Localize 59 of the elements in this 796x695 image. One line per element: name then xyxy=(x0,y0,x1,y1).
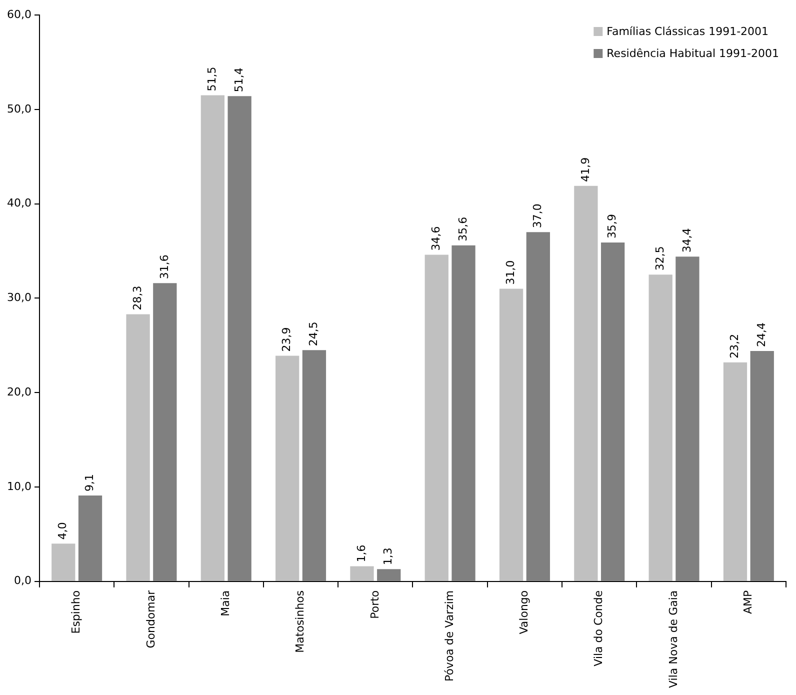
x-tick-label: Valongo xyxy=(518,590,531,634)
data-label: 34,4 xyxy=(680,228,694,253)
x-tick-label: Maia xyxy=(218,590,232,616)
bar xyxy=(126,314,150,581)
bar xyxy=(676,256,700,581)
legend-label: Famílias Clássicas 1991-2001 xyxy=(606,24,769,38)
y-tick-label: 40,0 xyxy=(6,196,32,210)
legend-label: Residência Habitual 1991-2001 xyxy=(606,46,780,60)
y-tick-label: 50,0 xyxy=(6,102,32,116)
data-label: 23,2 xyxy=(728,334,742,358)
data-label: 41,9 xyxy=(578,157,592,182)
data-label: 24,4 xyxy=(754,322,768,348)
bar xyxy=(377,569,401,581)
data-label: 1,3 xyxy=(382,548,395,566)
x-tick-label: Matosinhos xyxy=(294,590,307,653)
x-tick-label: Póvoa de Varzim xyxy=(442,590,456,682)
bar xyxy=(452,245,476,581)
x-tick-label: Porto xyxy=(368,590,382,619)
bar xyxy=(153,283,177,581)
bar xyxy=(424,254,448,581)
x-tick-label: AMP xyxy=(742,590,755,614)
data-label: 9,1 xyxy=(83,474,96,492)
data-label: 32,5 xyxy=(653,246,666,271)
data-label: 35,9 xyxy=(606,214,619,238)
bar xyxy=(350,566,374,581)
bar xyxy=(526,232,550,581)
x-tick-label: Espinho xyxy=(70,590,83,634)
bar xyxy=(276,356,300,581)
data-label: 23,9 xyxy=(280,327,294,352)
y-tick-label: 10,0 xyxy=(6,480,32,493)
bar xyxy=(723,362,748,581)
bar xyxy=(302,350,326,581)
data-label: 28,3 xyxy=(130,286,144,310)
y-tick-label: 20,0 xyxy=(6,385,32,398)
x-tick-label: Gondomar xyxy=(144,590,158,648)
data-label: 1,6 xyxy=(354,544,368,562)
y-tick-label: 60,0 xyxy=(6,8,32,21)
bar xyxy=(574,186,598,581)
bar xyxy=(600,242,625,581)
x-tick-label: Vila do Conde xyxy=(592,590,606,666)
bar xyxy=(200,95,225,581)
data-label: 51,4 xyxy=(232,68,246,92)
bar xyxy=(228,96,252,581)
y-tick-label: 0,0 xyxy=(14,574,32,588)
x-tick-label: Vila Nova de Gaia xyxy=(666,590,680,688)
data-label: 35,6 xyxy=(456,216,470,242)
y-tick-label: 30,0 xyxy=(6,291,32,304)
data-label: 31,6 xyxy=(158,254,171,280)
data-label: 51,5 xyxy=(206,66,219,92)
data-label: 37,0 xyxy=(531,204,544,228)
data-label: 24,5 xyxy=(307,322,320,346)
data-label: 4,0 xyxy=(56,522,70,540)
data-label: 34,6 xyxy=(429,226,442,251)
bar xyxy=(750,351,774,581)
bar xyxy=(499,288,524,581)
bar xyxy=(78,495,102,581)
bar xyxy=(52,544,76,581)
data-label: 31,0 xyxy=(504,260,518,285)
bar xyxy=(648,274,672,581)
